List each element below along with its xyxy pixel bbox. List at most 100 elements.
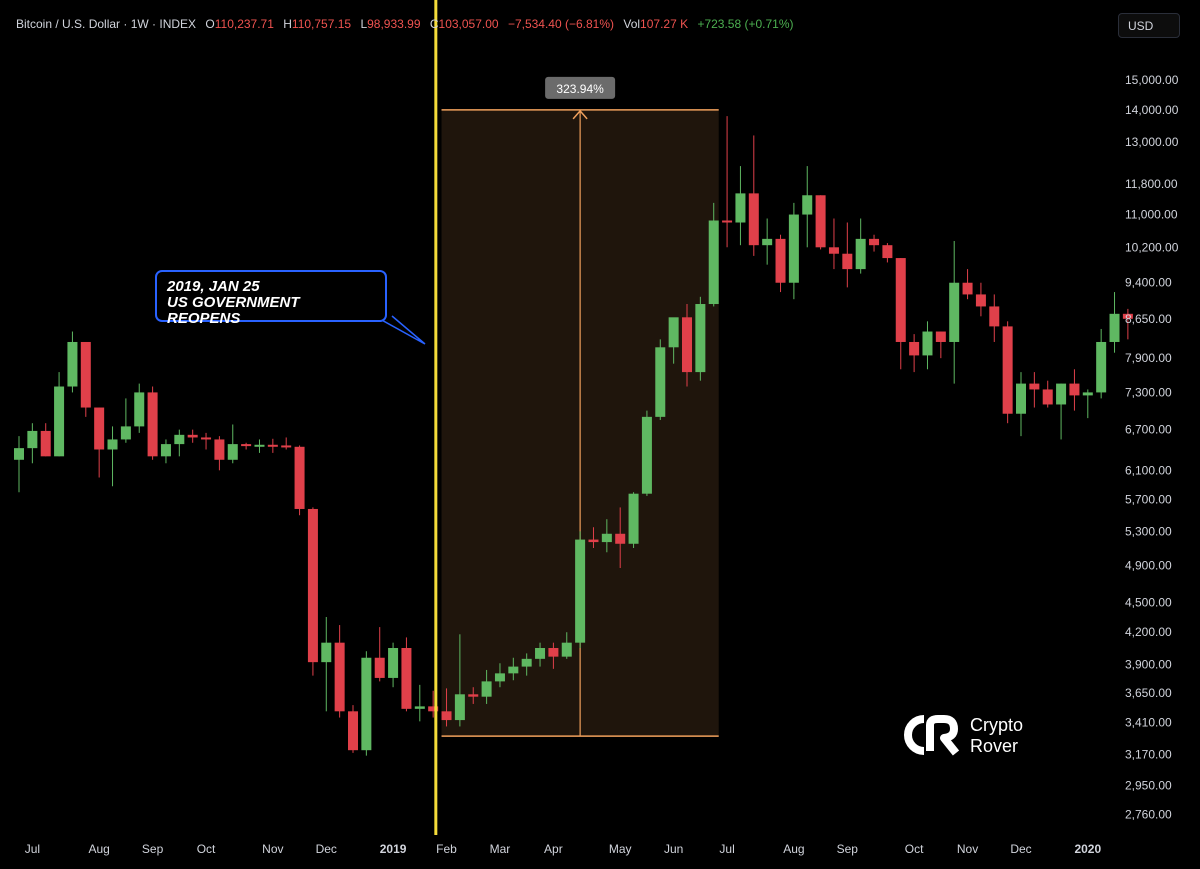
time-tick-label: Aug: [88, 842, 109, 856]
candle: [481, 669, 492, 704]
candle: [668, 317, 679, 364]
candle: [241, 442, 252, 450]
candle-body: [655, 347, 666, 417]
candle: [441, 688, 452, 727]
candle-body: [1042, 389, 1053, 405]
price-tick-label: 3,650.00: [1125, 686, 1172, 700]
candle-body: [615, 533, 626, 544]
candle-body: [1069, 383, 1080, 396]
candle-body: [294, 446, 305, 509]
candle: [508, 657, 519, 681]
candle-body: [160, 444, 171, 457]
candle-body: [187, 434, 198, 438]
candle-body: [722, 220, 733, 223]
price-tick-label: 9,400.00: [1125, 276, 1172, 290]
time-tick-label: Feb: [436, 842, 457, 856]
candle: [67, 331, 78, 393]
candle: [842, 222, 853, 288]
volume-label: Vol: [623, 17, 641, 31]
candle: [94, 407, 105, 478]
annotation-date: 2019, JAN 25: [167, 278, 260, 295]
event-line: [377, 0, 438, 835]
candle: [655, 339, 666, 421]
candle-body: [575, 539, 586, 643]
candle: [1056, 383, 1067, 440]
logo-line2: Rover: [970, 736, 1019, 756]
candle: [1096, 328, 1107, 399]
candle: [682, 304, 692, 387]
candle: [281, 437, 292, 450]
time-tick-label: Dec: [316, 842, 337, 856]
candle: [615, 507, 626, 569]
candle: [294, 445, 305, 516]
time-tick-label: Aug: [783, 842, 804, 856]
candle: [494, 663, 505, 688]
candle: [468, 687, 479, 704]
candle-body: [454, 694, 465, 721]
candle-body: [321, 642, 332, 663]
candle: [1082, 389, 1093, 419]
measure-label-box: [545, 76, 616, 99]
candle-body: [67, 341, 78, 387]
candle: [641, 410, 652, 496]
time-tick-label: Jun: [664, 842, 683, 856]
legend-header: Bitcoin / U.S. Dollar · 1W · INDEX O110,…: [16, 17, 794, 31]
price-tick-label: 8,650.00: [1125, 312, 1172, 326]
measure-label: 323.94%: [556, 82, 604, 96]
candle-body: [869, 238, 880, 246]
candle: [214, 436, 225, 471]
candle: [120, 398, 131, 443]
candles: [14, 116, 1133, 756]
candle: [588, 527, 599, 548]
candle-body: [241, 444, 252, 447]
candle: [1122, 308, 1133, 340]
candle: [762, 218, 773, 265]
candle: [1002, 321, 1013, 424]
candle: [815, 195, 826, 250]
candle-body: [975, 294, 986, 307]
candle: [735, 166, 746, 246]
candle: [535, 642, 546, 667]
time-axis[interactable]: Jul Aug Sep Oct Nov Dec 2019 Feb Mar Apr May Jun Jul…: [25, 842, 1102, 856]
candle-body: [201, 437, 212, 440]
candle-body: [147, 392, 158, 457]
candle: [174, 429, 185, 457]
logo-line1: Crypto: [970, 715, 1024, 735]
candle: [54, 372, 65, 457]
time-tick-label: Oct: [197, 842, 216, 856]
candle-body: [935, 331, 946, 342]
candle: [601, 519, 612, 553]
candle-body: [1029, 383, 1040, 390]
candle-body: [508, 666, 519, 674]
time-tick-label: 2020: [1074, 842, 1101, 856]
candle-body: [895, 258, 906, 342]
price-tick-label: 14,000.00: [1125, 103, 1179, 117]
candle: [775, 234, 786, 293]
candle-body: [401, 647, 412, 709]
candle-body: [828, 247, 839, 254]
candle: [882, 243, 893, 263]
price-tick-label: 3,410.00: [1125, 716, 1172, 730]
candle: [388, 642, 399, 688]
candle-body: [962, 282, 973, 295]
price-axis[interactable]: 15,000.00 14,000.00 13,000.00 11,800.00 11,0…: [1125, 73, 1179, 821]
price-tick-label: 6,100.00: [1125, 463, 1172, 477]
candle-body: [14, 448, 24, 460]
crypto-rover-logo: Crypto Rover: [900, 713, 1040, 758]
candle: [374, 627, 385, 682]
candle: [1029, 372, 1040, 408]
time-tick-label: Sep: [142, 842, 164, 856]
candle-body: [802, 195, 813, 215]
candle-body: [695, 304, 706, 373]
candle: [628, 492, 639, 548]
candle-body: [548, 647, 559, 657]
price-tick-label: 2,950.00: [1125, 778, 1172, 792]
currency-button[interactable]: USD: [1118, 13, 1180, 38]
candle: [855, 218, 866, 274]
candle: [1042, 380, 1053, 408]
candle: [575, 531, 586, 648]
candle-body: [855, 238, 866, 270]
candle-body: [94, 407, 105, 450]
time-tick-label: Dec: [1010, 842, 1031, 856]
